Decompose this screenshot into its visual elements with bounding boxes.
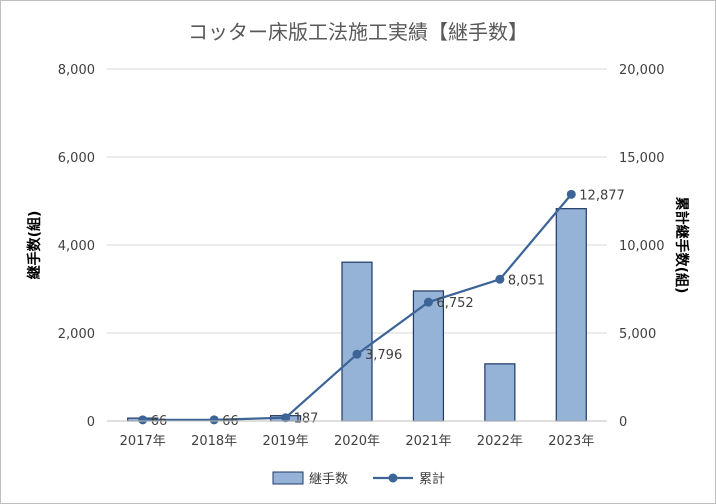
line-point — [352, 349, 362, 359]
bar — [484, 363, 516, 422]
left-tick-label: 4,000 — [58, 239, 95, 254]
legend-bar-label: 継手数 — [309, 472, 348, 487]
left-tick-label: 2,000 — [58, 327, 95, 342]
legend-line-label: 累計 — [419, 471, 445, 487]
bar-series — [127, 208, 587, 422]
axes: 0 0 2,000 5,000 4,000 10,000 6,000 15,000 8,000 2… — [58, 63, 665, 449]
right-tick-label: 0 — [619, 415, 627, 430]
line-point — [495, 274, 505, 284]
right-tick-label: 5,000 — [619, 327, 656, 342]
data-label: 8,051 — [508, 273, 545, 288]
line-point — [281, 413, 291, 423]
legend-bar-swatch — [272, 471, 304, 485]
x-tick-label: 2018年 — [191, 434, 237, 449]
left-tick-label: 8,000 — [58, 63, 95, 78]
right-tick-label: 10,000 — [619, 239, 665, 254]
right-axis-title: 累計継手数(組) — [673, 197, 690, 294]
line-point — [138, 415, 148, 425]
bar — [341, 261, 373, 422]
line-series — [138, 189, 576, 425]
line-point — [209, 415, 219, 425]
legend-line-marker — [388, 473, 398, 483]
data-label: 6,752 — [436, 296, 473, 311]
x-tick-label: 2020年 — [334, 434, 380, 449]
right-tick-label: 15,000 — [619, 151, 665, 166]
left-tick-label: 6,000 — [58, 151, 95, 166]
x-tick-label: 2022年 — [477, 434, 523, 449]
x-tick-label: 2021年 — [405, 434, 451, 449]
line-point — [566, 189, 576, 199]
x-tick-label: 2019年 — [263, 434, 309, 449]
x-tick-label: 2023年 — [548, 434, 594, 449]
left-axis-title: 継手数(組) — [26, 211, 43, 280]
chart-title: コッター床版工法施工実績【継手数】 — [188, 20, 528, 44]
line-point — [423, 297, 433, 307]
right-tick-label: 20,000 — [619, 63, 665, 78]
data-label: 12,877 — [579, 188, 625, 203]
left-tick-label: 0 — [87, 415, 95, 430]
bar — [412, 290, 445, 422]
bar — [555, 208, 587, 422]
x-tick-label: 2017年 — [120, 434, 166, 449]
legend: 継手数 累計 — [272, 471, 445, 487]
data-label: 3,796 — [365, 348, 402, 363]
data-label: 187 — [294, 412, 319, 427]
